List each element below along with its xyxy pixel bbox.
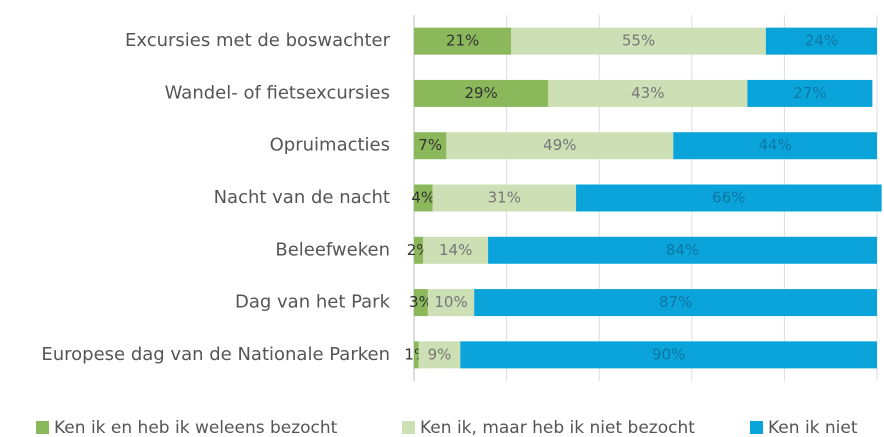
bar-segment <box>460 341 877 369</box>
bar-segment <box>432 184 577 212</box>
legend-label: Ken ik en heb ik weleens bezocht <box>54 418 338 437</box>
value-label: 43% <box>631 84 664 102</box>
value-label: 9% <box>428 345 452 363</box>
bar-segment <box>427 289 475 317</box>
category-label: Nacht van de nacht <box>214 187 390 208</box>
value-label: 14% <box>439 241 472 259</box>
value-label: 10% <box>434 293 467 311</box>
legend-swatch <box>36 421 49 434</box>
category-label: Europese dag van de Nationale Parken <box>41 344 390 365</box>
category-label: Opruimacties <box>270 135 390 156</box>
bar-segment <box>474 289 877 317</box>
value-label: 90% <box>652 345 685 363</box>
value-label: 3% <box>409 293 433 311</box>
value-label: 84% <box>666 241 699 259</box>
bar-segment <box>488 236 877 264</box>
category-label: Dag van het Park <box>235 292 391 313</box>
value-label: 4% <box>411 189 435 207</box>
value-label: 24% <box>805 32 838 50</box>
bar-segment <box>446 132 674 160</box>
value-label: 44% <box>758 136 791 154</box>
legend-swatch <box>750 421 763 434</box>
category-label: Wandel- of fietsexcursies <box>165 82 390 103</box>
bar-segment <box>418 341 461 369</box>
value-label: 66% <box>712 189 745 207</box>
value-label: 21% <box>446 32 479 50</box>
bar-segment <box>414 132 447 160</box>
bar-segment <box>765 27 877 55</box>
value-label: 49% <box>543 136 576 154</box>
bar-segment <box>548 79 748 107</box>
bar-segment <box>673 132 877 160</box>
value-label: 29% <box>464 84 497 102</box>
legend-label: Ken ik niet <box>768 418 858 437</box>
value-label: 27% <box>793 84 826 102</box>
value-label: 55% <box>622 32 655 50</box>
bar-segment <box>423 236 489 264</box>
bar-segment <box>511 27 766 55</box>
bar-segment <box>414 184 433 212</box>
category-label: Beleefweken <box>275 239 390 260</box>
bar-segment <box>576 184 882 212</box>
bar-segment <box>414 289 428 317</box>
value-label: 87% <box>659 293 692 311</box>
bar-segment <box>414 79 549 107</box>
category-label: Excursies met de boswachter <box>125 30 391 51</box>
bar-segment <box>747 79 873 107</box>
bar-segment <box>414 236 424 264</box>
bar-segment <box>414 341 419 369</box>
bar-segment <box>414 27 512 55</box>
value-label: 31% <box>488 189 521 207</box>
legend-swatch <box>402 421 415 434</box>
value-label: 7% <box>418 136 442 154</box>
legend-label: Ken ik, maar heb ik niet bezocht <box>420 418 695 437</box>
